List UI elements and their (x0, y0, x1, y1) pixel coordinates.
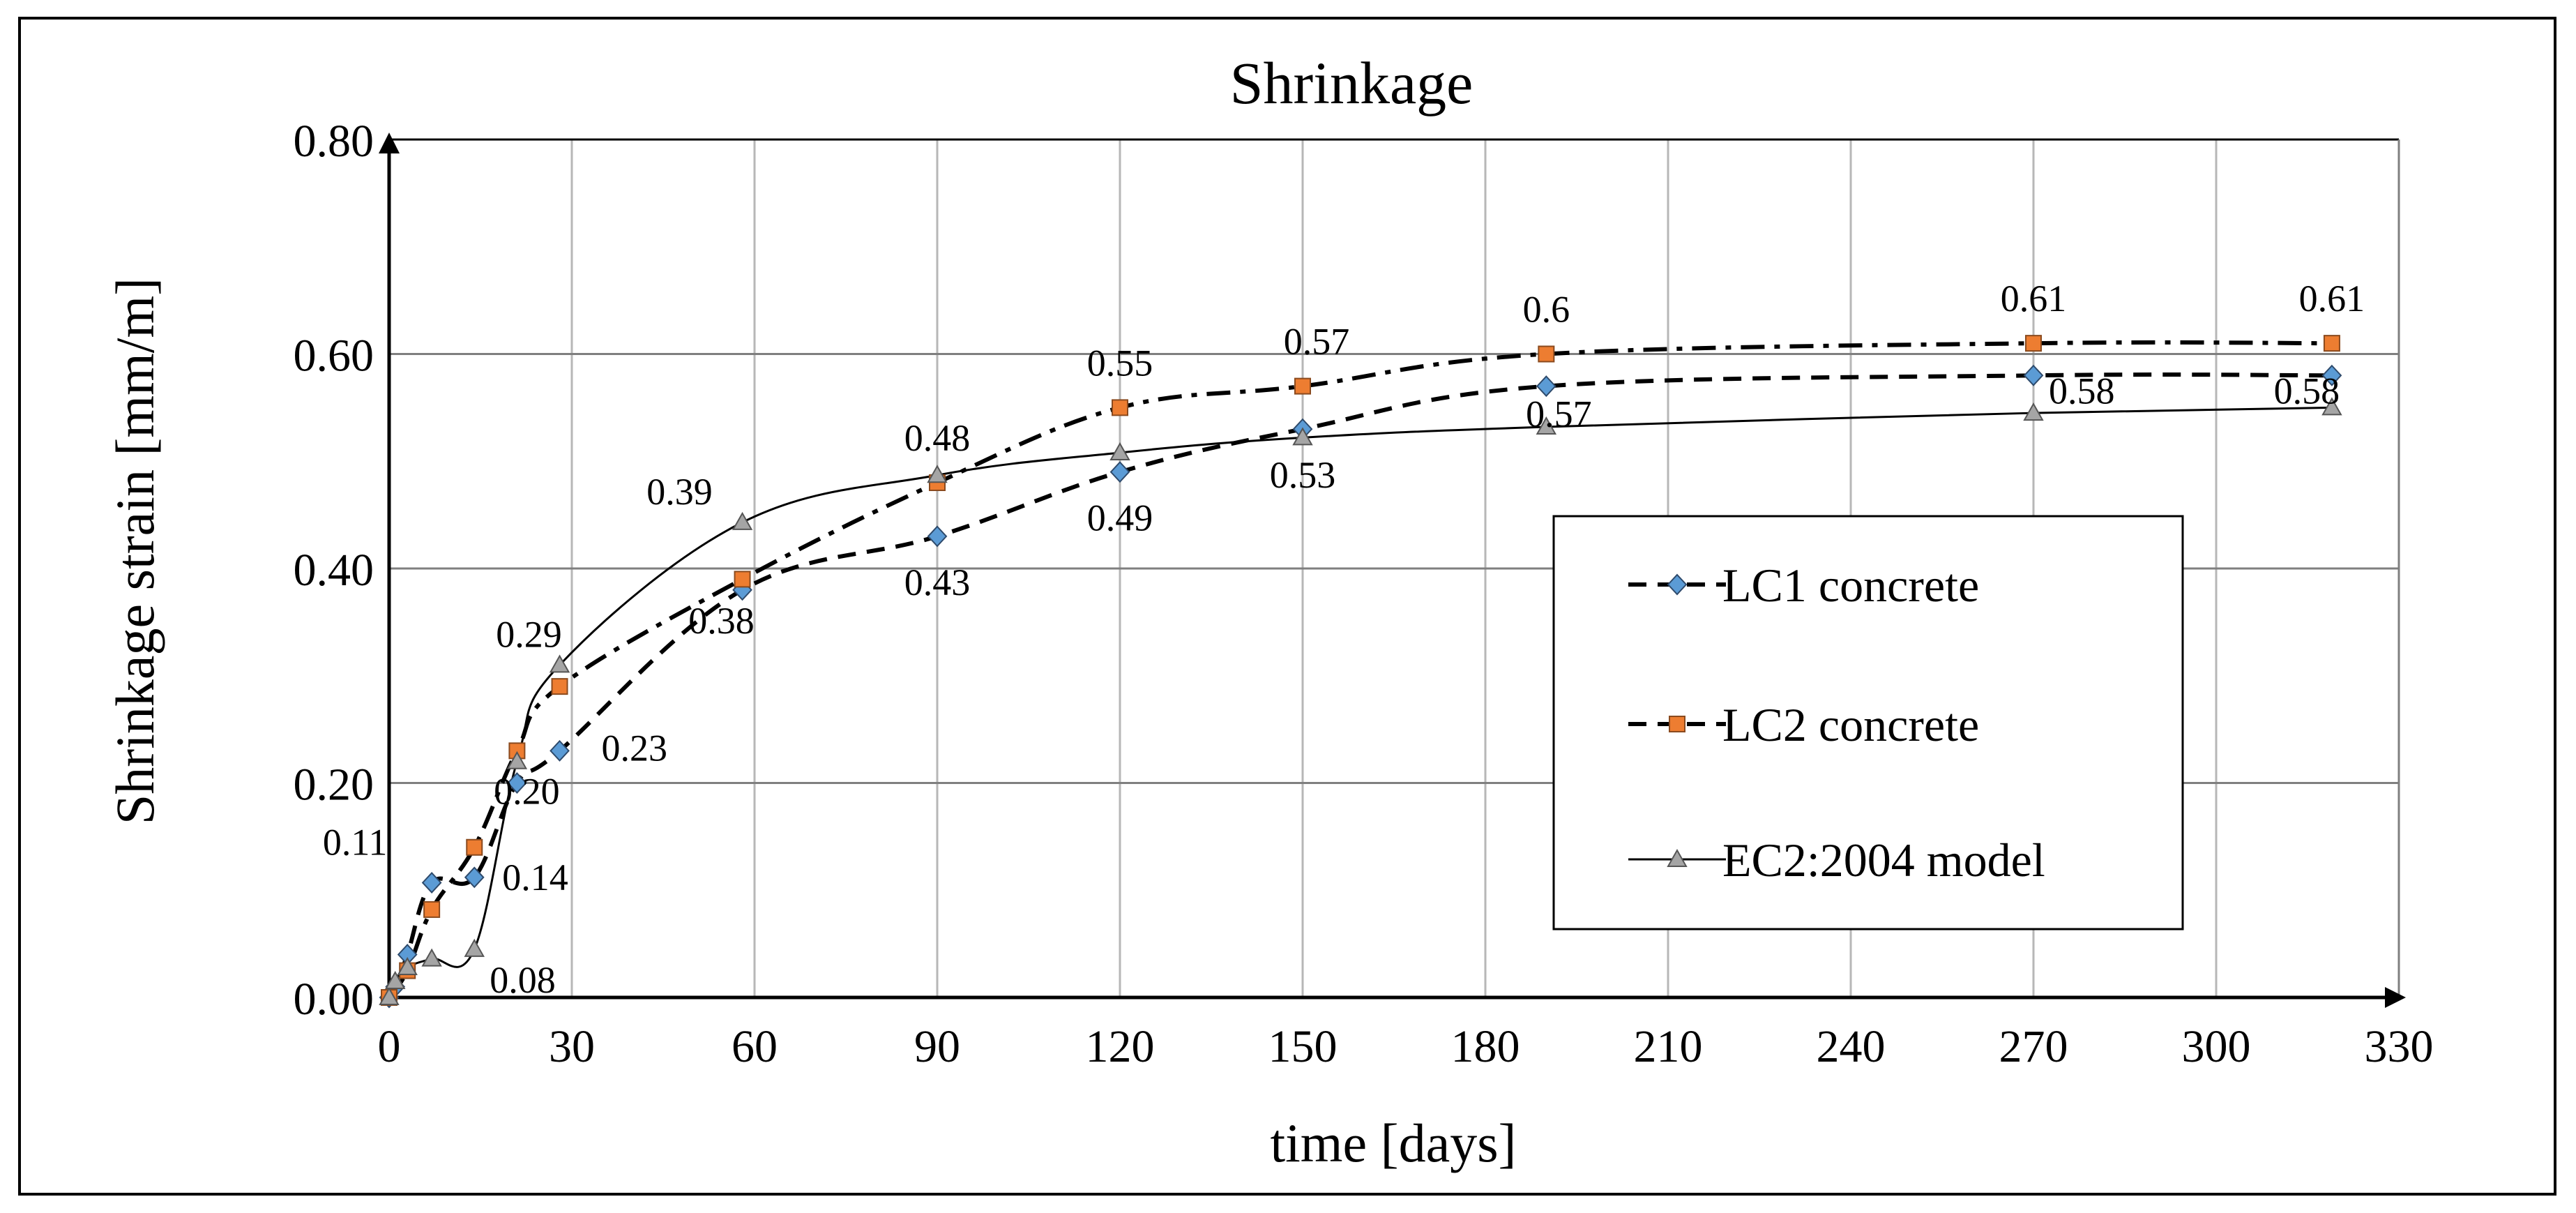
data-point (549, 654, 570, 673)
series-line-ec2-2004-model (388, 406, 2332, 998)
x-axis-ticks: 0 30 60 90 120 150 180 210 240 270 300 330 (378, 1021, 2434, 1072)
chart-title: Shrinkage (1230, 50, 1473, 116)
y-tick-label: 0.40 (294, 545, 374, 596)
data-point (2023, 364, 2044, 386)
data-label: 0.61 (2299, 278, 2365, 319)
data-point (397, 956, 418, 975)
x-tick-label: 330 (2365, 1021, 2434, 1072)
data-label: 0.57 (1526, 393, 1592, 435)
data-point (1292, 427, 1313, 446)
data-point (421, 872, 442, 894)
data-label: 0.11 (323, 821, 388, 863)
data-label: 0.43 (904, 562, 971, 603)
data-label: 0.58 (2049, 370, 2115, 412)
y-tick-label: 0.60 (294, 331, 374, 382)
y-tick-label: 0.00 (294, 974, 374, 1025)
legend-label: LC1 concrete (1722, 559, 1979, 612)
x-axis-title: time [days] (1270, 1113, 1516, 1173)
data-label: 0.38 (688, 600, 755, 642)
data-label: 0.53 (1270, 454, 1336, 496)
series-markers (379, 335, 2342, 1009)
legend-label: LC2 concrete (1722, 698, 1979, 751)
data-point (506, 751, 528, 769)
legend-label: EC2:2004 model (1722, 834, 2045, 887)
data-point (732, 511, 753, 530)
data-label: 0.61 (2001, 278, 2067, 319)
data-point (1538, 345, 1555, 363)
data-label: 0.58 (2274, 370, 2340, 412)
data-point (1294, 377, 1311, 395)
y-axis-ticks: 0.00 0.20 0.40 0.60 0.80 (294, 116, 374, 1025)
legend-marker-triangle-icon (1667, 848, 1688, 867)
data-point (421, 948, 442, 967)
x-tick-label: 180 (1451, 1021, 1520, 1072)
data-point (379, 986, 400, 1005)
x-tick-label: 120 (1086, 1021, 1155, 1072)
data-point (464, 866, 485, 889)
series-lines (387, 340, 2332, 999)
data-point (1109, 461, 1130, 483)
legend: LC1 concrete LC2 concrete EC2:2004 model (1552, 515, 2184, 931)
data-point (1536, 375, 1556, 398)
data-point (1112, 399, 1128, 416)
axes (379, 133, 2406, 1008)
data-label: 0.29 (496, 613, 562, 655)
x-tick-label: 240 (1817, 1021, 1886, 1072)
data-label: 0.6 (1523, 289, 1570, 331)
data-point (2025, 335, 2042, 352)
data-point (466, 838, 483, 856)
data-label: 0.08 (490, 959, 556, 1001)
data-label: 0.20 (494, 771, 560, 813)
x-tick-label: 300 (2182, 1021, 2251, 1072)
x-tick-label: 60 (732, 1021, 778, 1072)
data-point (551, 678, 568, 695)
data-point (734, 571, 751, 588)
legend-marker-diamond-icon (1667, 573, 1688, 596)
data-label: 0.57 (1284, 321, 1350, 363)
y-tick-label: 0.20 (294, 760, 374, 811)
data-point (927, 465, 948, 483)
data-point (385, 970, 406, 989)
legend-marker-square-icon (1669, 716, 1685, 732)
data-point (1536, 416, 1557, 435)
data-point (2323, 335, 2340, 352)
data-label: 0.39 (646, 471, 713, 513)
y-tick-label: 0.80 (294, 116, 374, 167)
x-tick-label: 0 (378, 1021, 401, 1072)
data-point (507, 772, 527, 794)
data-labels: 0.11 0.14 0.20 0.23 0.38 0.43 0.49 0.53 0.57 0.58… (323, 278, 2365, 1001)
data-point (464, 938, 485, 957)
x-tick-label: 150 (1268, 1021, 1338, 1072)
x-tick-label: 90 (914, 1021, 960, 1072)
x-tick-label: 210 (1634, 1021, 1703, 1072)
data-label: 0.23 (602, 727, 668, 769)
data-point (423, 901, 441, 918)
y-axis-title: Shrinkage strain [mm/m] (105, 278, 165, 824)
data-label: 0.14 (502, 857, 568, 898)
data-point (550, 739, 570, 762)
data-label: 0.49 (1087, 497, 1153, 539)
data-point (1109, 442, 1130, 460)
data-label: 0.55 (1087, 342, 1153, 384)
x-tick-label: 270 (1999, 1021, 2068, 1072)
data-point (927, 525, 948, 548)
x-tick-label: 30 (549, 1021, 595, 1072)
data-label: 0.48 (904, 417, 971, 459)
data-point (2023, 402, 2044, 421)
data-point (2321, 397, 2342, 416)
data-point (2321, 364, 2342, 386)
